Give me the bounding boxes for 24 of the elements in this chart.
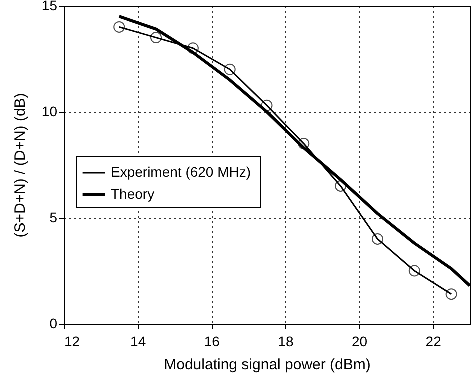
x-tick-label: 22 bbox=[426, 334, 442, 350]
point bbox=[187, 42, 199, 54]
x-axis-title: Modulating signal power (dBm) bbox=[164, 356, 371, 374]
legend-label: Experiment (620 MHz) bbox=[111, 164, 252, 180]
y-tick-label: 0 bbox=[50, 316, 58, 332]
point bbox=[224, 64, 236, 76]
point bbox=[335, 180, 347, 192]
y-tick-label: 15 bbox=[42, 0, 58, 14]
point bbox=[150, 32, 162, 44]
point bbox=[446, 288, 458, 300]
point bbox=[261, 100, 273, 112]
x-tick-label: 16 bbox=[204, 334, 220, 350]
x-tick-label: 12 bbox=[64, 334, 80, 350]
point bbox=[298, 138, 310, 150]
y-tick-label: 5 bbox=[50, 210, 58, 226]
x-tick-label: 18 bbox=[278, 334, 294, 350]
y-axis-title: (S+D+N) / (D+N) (dB) bbox=[12, 93, 29, 238]
legend-label: Theory bbox=[111, 186, 155, 202]
point bbox=[114, 21, 126, 33]
x-tick-label: 20 bbox=[352, 334, 368, 350]
point bbox=[408, 265, 420, 277]
y-tick-label: 10 bbox=[42, 104, 58, 120]
x-tick-label: 14 bbox=[130, 334, 146, 350]
point bbox=[372, 233, 384, 245]
